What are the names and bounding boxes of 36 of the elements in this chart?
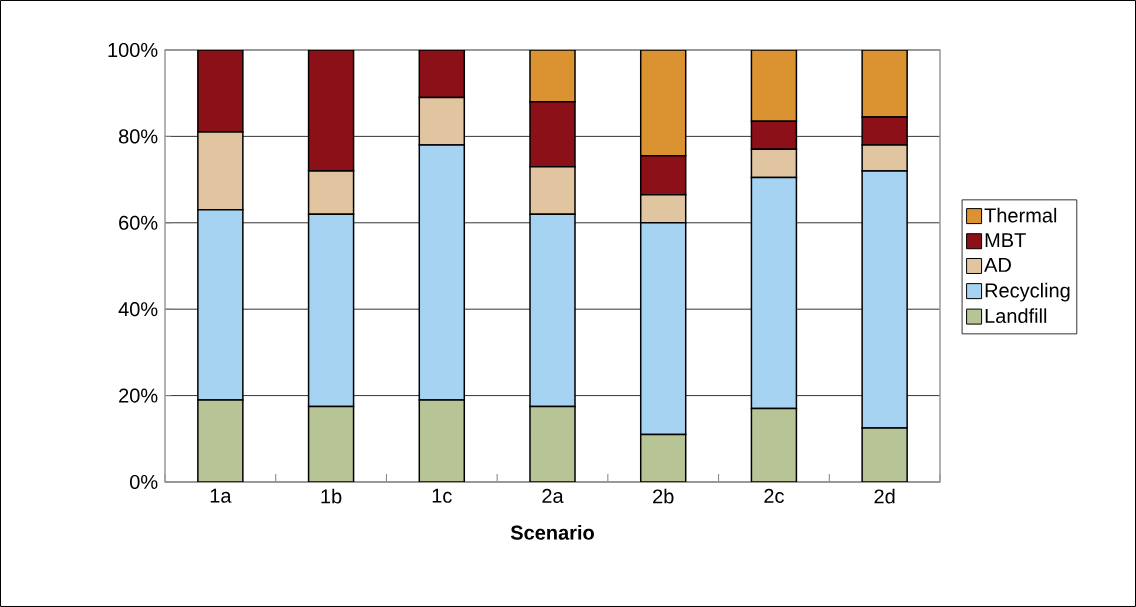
legend-label: Landfill bbox=[985, 308, 1047, 324]
y-tick-label: 60% bbox=[119, 215, 158, 230]
x-tick-label: 2a bbox=[542, 488, 564, 503]
bar bbox=[639, 433, 687, 482]
bar bbox=[861, 427, 908, 482]
bar bbox=[861, 49, 908, 118]
bar bbox=[639, 155, 687, 196]
legend-label: Thermal bbox=[984, 207, 1057, 223]
x-tick-label: 2b bbox=[653, 488, 674, 504]
y-tick-label: 20% bbox=[119, 388, 158, 403]
bar bbox=[750, 49, 798, 123]
bar bbox=[307, 405, 355, 482]
bar bbox=[529, 101, 576, 168]
x-tick-label: 1a bbox=[210, 488, 232, 503]
legend-label: AD bbox=[984, 258, 1011, 272]
x-tick-label: 2d bbox=[874, 488, 895, 504]
legend-label: Recycling bbox=[985, 282, 1070, 302]
bar bbox=[750, 407, 798, 482]
bar bbox=[307, 49, 355, 172]
bar bbox=[197, 49, 244, 133]
y-tick-label: 80% bbox=[118, 129, 158, 144]
x-tick-label: 2c bbox=[764, 488, 784, 503]
bar bbox=[639, 49, 687, 157]
y-tick-label: 100% bbox=[108, 42, 158, 58]
y-tick-label: 0% bbox=[130, 474, 158, 490]
x-axis-title: Scenario bbox=[510, 525, 594, 540]
bar bbox=[529, 405, 576, 482]
bar bbox=[750, 120, 798, 151]
x-tick-label: 1c bbox=[432, 488, 452, 503]
y-tick-label: 40% bbox=[118, 302, 158, 317]
legend-label: MBT bbox=[985, 233, 1026, 248]
bar bbox=[197, 399, 244, 482]
bar bbox=[418, 49, 466, 99]
bar bbox=[529, 49, 576, 103]
bar bbox=[418, 399, 466, 482]
x-tick-label: 1b bbox=[321, 488, 342, 504]
